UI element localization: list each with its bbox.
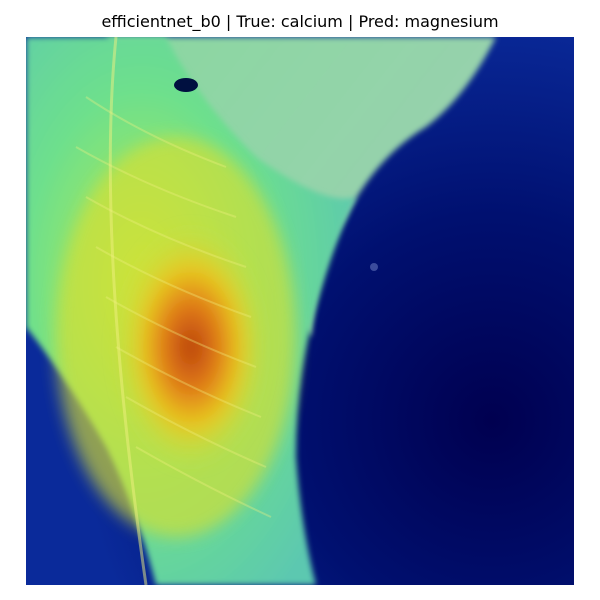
dark-speck <box>174 78 198 92</box>
heatmap-image <box>26 37 574 585</box>
background-dot <box>370 263 378 271</box>
hot-spot <box>116 227 266 467</box>
heatmap-overlay-svg <box>26 37 574 585</box>
figure-title: efficientnet_b0 | True: calcium | Pred: … <box>101 12 499 31</box>
leaf-veins <box>75 37 272 585</box>
